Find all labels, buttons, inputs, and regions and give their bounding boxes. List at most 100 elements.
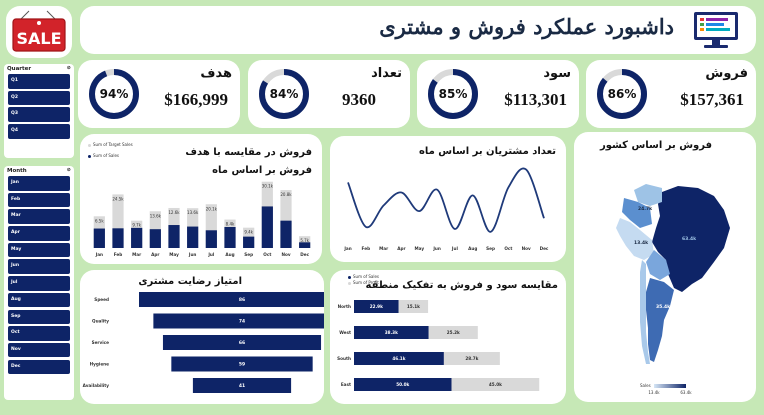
sale-text: SALE [16,29,61,48]
bar-data-label: 46.1k [392,356,405,361]
bar-data-label: 20.8k [280,192,292,197]
slicer-item-q2[interactable]: Q2 [8,90,70,106]
x-tick-label: Nov [522,246,531,251]
country-map-card: فروش بر اساس کشور 24.7k 13.4k 63.4k 35.4… [574,132,756,402]
bar-data-label: 66 [239,340,245,346]
slicer-item-q4[interactable]: Q4 [8,124,70,139]
kpi-percent: 94% [100,87,129,101]
x-tick-label: Jul [451,246,459,251]
map-legend-max: 63.4k [680,390,692,395]
slicer-item-q1[interactable]: Q1 [8,74,70,89]
map-region-colombia [622,198,652,228]
customers-line-card: تعداد مشتریان بر اساس ماه Jan Feb Mar Apr Ma… [330,136,566,262]
x-tick-label: Mar [379,246,389,251]
satisfaction-bar [162,335,322,350]
sale-logo: SALE [6,6,72,58]
legend-label: Sum of Sales [353,274,380,279]
slicer-item-jul[interactable]: Jul [8,276,70,291]
x-tick-label: Jan [95,252,103,257]
satisfaction-bar [171,356,313,372]
slicer-item-nov[interactable]: Nov [8,342,70,358]
month-slicer: Month ⊘ Jan Feb Mar Apr May Jun Jul Aug … [4,166,74,400]
x-tick-label: Aug [468,246,477,251]
bar-sales [299,242,311,248]
x-tick-label: Jul [207,252,215,257]
bar-data-label: 28.7k [465,356,478,361]
x-tick-label: Sep [486,246,495,251]
legend-label: Sum of Sales [93,153,120,158]
kpi-donut: 84% [259,69,309,119]
bar-sales [112,228,124,248]
legend-swatch-target [88,143,91,147]
slicer-item-may[interactable]: May [8,242,70,258]
bar-data-label: 22.9k [370,304,383,309]
kpi-sales: فروش 86% $157,361 [586,60,756,128]
bar-sales [354,352,444,365]
legend-swatch-sales [348,275,351,279]
kpi-percent: 85% [439,87,468,101]
x-tick-label: Apr [151,252,160,257]
bar-data-label: 59 [239,362,245,368]
y-tick-label: North [338,304,351,309]
map-legend-gradient [654,384,686,388]
y-tick-label: Hygiene [90,362,109,367]
sale-tag-icon: SALE [12,10,66,52]
x-tick-label: Oct [504,246,512,251]
slicer-title: Month [7,168,27,174]
sales-vs-target-chart: 6.5k Jan 24.5k Feb 9.7k Mar 13.6k Apr 12.6k May 13… [93,181,311,257]
chart-title: فروش بر اساس کشور [599,140,712,151]
x-tick-label: Jun [188,252,197,257]
kpi-ring-fill [597,69,647,119]
x-tick-label: Sep [244,252,253,257]
chart-title: تعداد مشتریان بر اساس ماه [418,146,556,157]
y-tick-label: Service [92,340,110,345]
kpi-label: فروش [705,66,748,81]
y-tick-label: Speed [94,297,109,302]
y-tick-label: Availability [83,383,110,388]
bar-data-label: 50.0k [396,382,409,387]
bar-sales [187,226,199,248]
bar-data-label: 9.7k [132,223,141,228]
bar-sales [280,220,292,248]
bar-data-label: 86 [239,297,245,303]
bar-data-label: 74 [239,319,245,325]
region-chart: 22.9k 15.1k North 38.3k 25.2k West 46.1k 28.7k S… [337,300,540,391]
slicer-item-sep[interactable]: Sep [8,309,70,324]
kpi-donut: 85% [428,69,478,119]
south-america-map: 24.7k 13.4k 63.4k 35.4k Sales 13.4k 63.4… [616,184,730,395]
slicer-item-aug[interactable]: Aug [8,292,70,308]
bar-sales [354,300,399,313]
slicer-item-oct[interactable]: Oct [8,326,70,341]
bar-sales [168,225,180,248]
kpi-ring-fill [89,69,139,119]
x-tick-label: May [169,252,179,257]
quarter-slicer: Quarter ⊘ Q1 Q2 Q3 Q4 [4,64,74,158]
bar-profit [451,378,540,391]
kpi-percent: 84% [270,87,299,101]
slicer-item-mar[interactable]: Mar [8,209,70,224]
bar-sales [224,227,236,248]
kpi-donut: 86% [597,69,647,119]
slicer-item-feb[interactable]: Feb [8,192,70,208]
kpi-donut: 94% [89,69,139,119]
clear-filter-icon[interactable]: ⊘ [66,65,71,71]
bar-profit [428,326,478,339]
y-tick-label: West [339,330,351,335]
y-tick-label: South [337,356,351,361]
bar-data-label: 13.6k [187,210,199,215]
bar-data-label: 25.2k [447,330,460,335]
bar-profit [443,352,500,365]
slicer-item-dec[interactable]: Dec [8,359,70,375]
legend-swatch-sales [88,154,91,158]
slicer-item-jan[interactable]: Jan [8,176,70,191]
clear-filter-icon[interactable]: ⊘ [66,167,71,173]
bar-profit [398,300,429,313]
slicer-item-apr[interactable]: Apr [8,226,70,241]
map-label: 13.4k [634,240,649,246]
bar-sales [354,378,452,391]
map-region-venezuela [634,184,662,206]
slicer-item-jun[interactable]: Jun [8,259,70,274]
bar-data-label: 24.5k [112,196,124,201]
header: داشبورد عملکرد فروش و مشتری [80,6,756,54]
slicer-item-q3[interactable]: Q3 [8,107,70,122]
